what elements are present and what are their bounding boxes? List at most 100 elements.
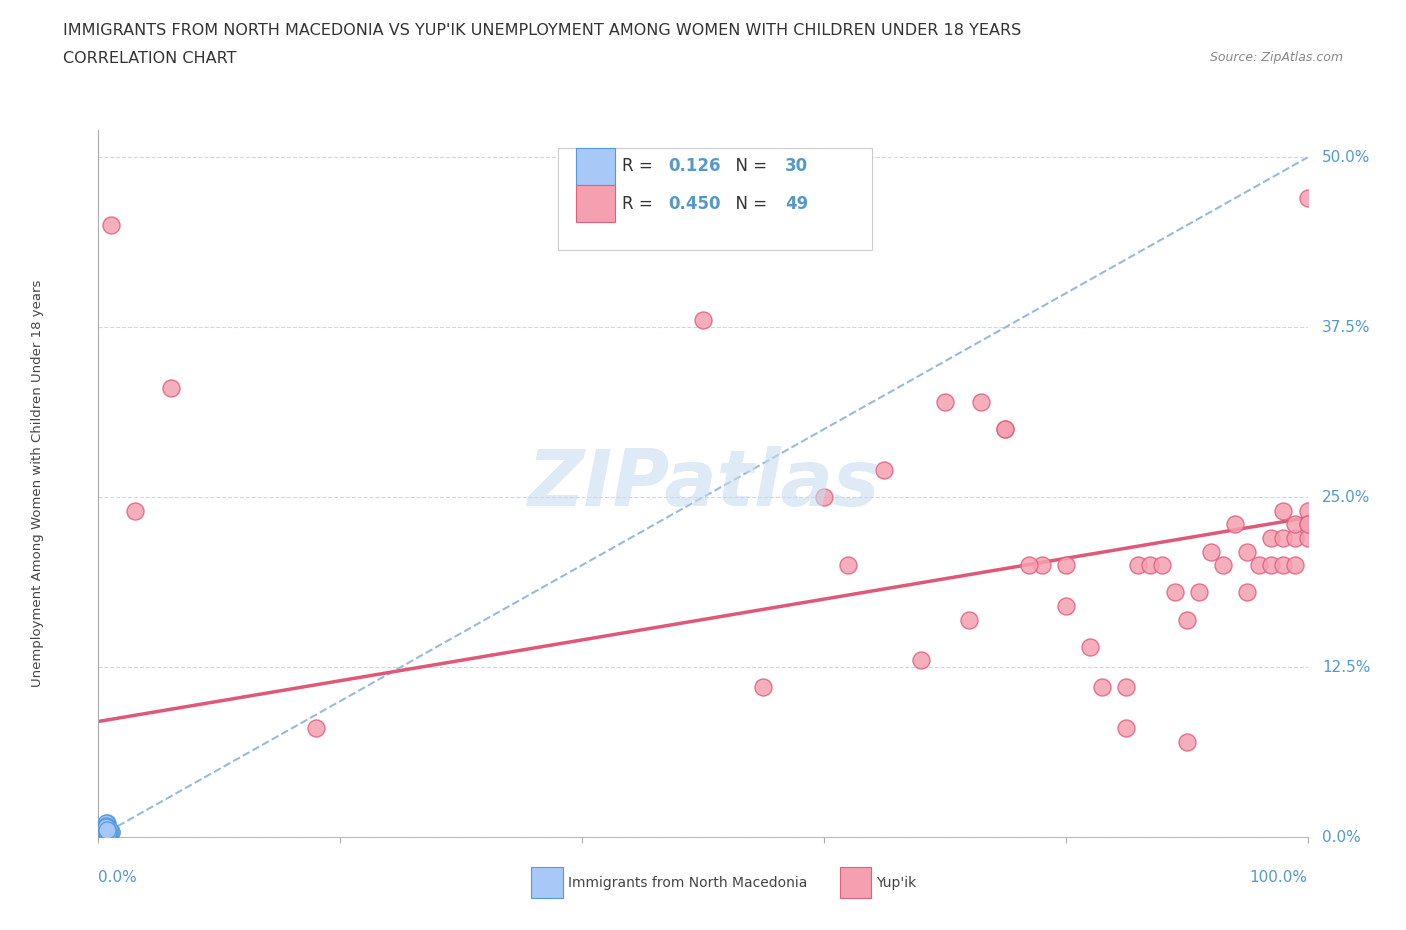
- Point: [1296, 517, 1319, 532]
- Point: [934, 394, 956, 409]
- Point: [1236, 585, 1258, 600]
- Point: [100, 824, 122, 839]
- Point: [1272, 530, 1295, 545]
- Point: [1054, 599, 1077, 614]
- Point: [837, 558, 859, 573]
- Point: [97, 823, 120, 838]
- Point: [98, 827, 121, 842]
- FancyBboxPatch shape: [839, 868, 872, 898]
- Point: [1296, 517, 1319, 532]
- Point: [873, 462, 896, 477]
- Point: [1115, 680, 1137, 695]
- Point: [94, 818, 117, 833]
- Point: [1054, 558, 1077, 573]
- Text: N =: N =: [724, 194, 772, 213]
- Text: N =: N =: [724, 157, 772, 175]
- Point: [1284, 530, 1306, 545]
- Point: [1272, 503, 1295, 518]
- Point: [1249, 558, 1271, 573]
- Point: [1152, 558, 1174, 573]
- Point: [94, 820, 117, 835]
- Point: [813, 490, 835, 505]
- Point: [124, 503, 146, 518]
- Point: [96, 816, 118, 830]
- Text: Immigrants from North Macedonia: Immigrants from North Macedonia: [568, 876, 807, 890]
- Text: 49: 49: [785, 194, 808, 213]
- FancyBboxPatch shape: [558, 148, 872, 250]
- Point: [1199, 544, 1222, 559]
- Point: [93, 823, 115, 838]
- FancyBboxPatch shape: [531, 868, 562, 898]
- Point: [94, 818, 117, 833]
- Point: [1175, 612, 1198, 627]
- Point: [1223, 517, 1246, 532]
- Text: ZIPatlas: ZIPatlas: [527, 445, 879, 522]
- Point: [98, 824, 121, 839]
- Point: [97, 827, 120, 842]
- Point: [957, 612, 980, 627]
- Point: [1188, 585, 1211, 600]
- Point: [98, 826, 121, 841]
- Text: 25.0%: 25.0%: [1322, 490, 1371, 505]
- Point: [910, 653, 932, 668]
- Point: [96, 820, 118, 835]
- Text: Yup'ik: Yup'ik: [876, 876, 917, 890]
- Point: [96, 820, 118, 835]
- Point: [98, 826, 121, 841]
- Point: [1296, 503, 1319, 518]
- Point: [1236, 544, 1258, 559]
- Point: [1284, 517, 1306, 532]
- Text: R =: R =: [621, 194, 658, 213]
- Text: 100.0%: 100.0%: [1250, 870, 1308, 884]
- Text: IMMIGRANTS FROM NORTH MACEDONIA VS YUP'IK UNEMPLOYMENT AMONG WOMEN WITH CHILDREN: IMMIGRANTS FROM NORTH MACEDONIA VS YUP'I…: [63, 23, 1022, 38]
- Point: [1128, 558, 1150, 573]
- Text: CORRELATION CHART: CORRELATION CHART: [63, 51, 236, 66]
- Point: [1296, 530, 1319, 545]
- Point: [1115, 721, 1137, 736]
- Text: 30: 30: [785, 157, 808, 175]
- Point: [94, 817, 117, 832]
- Point: [100, 824, 122, 839]
- Point: [1212, 558, 1234, 573]
- Point: [692, 313, 714, 328]
- Text: 12.5%: 12.5%: [1322, 659, 1371, 674]
- Point: [97, 824, 120, 839]
- Point: [94, 821, 117, 836]
- FancyBboxPatch shape: [576, 148, 614, 185]
- Point: [1272, 558, 1295, 573]
- Point: [97, 823, 120, 838]
- Point: [994, 422, 1017, 437]
- Point: [970, 394, 993, 409]
- Text: Unemployment Among Women with Children Under 18 years: Unemployment Among Women with Children U…: [31, 280, 45, 687]
- Point: [160, 381, 183, 396]
- Text: 50.0%: 50.0%: [1322, 150, 1371, 165]
- Point: [96, 823, 118, 838]
- Point: [1078, 639, 1101, 654]
- Text: 0.0%: 0.0%: [1322, 830, 1361, 844]
- Point: [1018, 558, 1040, 573]
- Point: [1139, 558, 1161, 573]
- FancyBboxPatch shape: [576, 185, 614, 222]
- Point: [97, 826, 120, 841]
- Point: [305, 721, 328, 736]
- Text: 0.126: 0.126: [668, 157, 720, 175]
- Point: [97, 823, 120, 838]
- Point: [1163, 585, 1185, 600]
- Point: [1284, 558, 1306, 573]
- Point: [1296, 191, 1319, 206]
- Point: [97, 821, 120, 836]
- Point: [96, 826, 118, 841]
- Point: [1260, 530, 1282, 545]
- Point: [98, 821, 121, 836]
- Point: [1091, 680, 1114, 695]
- Point: [94, 817, 117, 832]
- Point: [100, 218, 122, 232]
- Point: [1260, 558, 1282, 573]
- Point: [94, 816, 117, 830]
- Point: [752, 680, 775, 695]
- Text: 0.450: 0.450: [668, 194, 720, 213]
- Text: R =: R =: [621, 157, 658, 175]
- Point: [994, 422, 1017, 437]
- Point: [1031, 558, 1053, 573]
- Point: [96, 820, 118, 835]
